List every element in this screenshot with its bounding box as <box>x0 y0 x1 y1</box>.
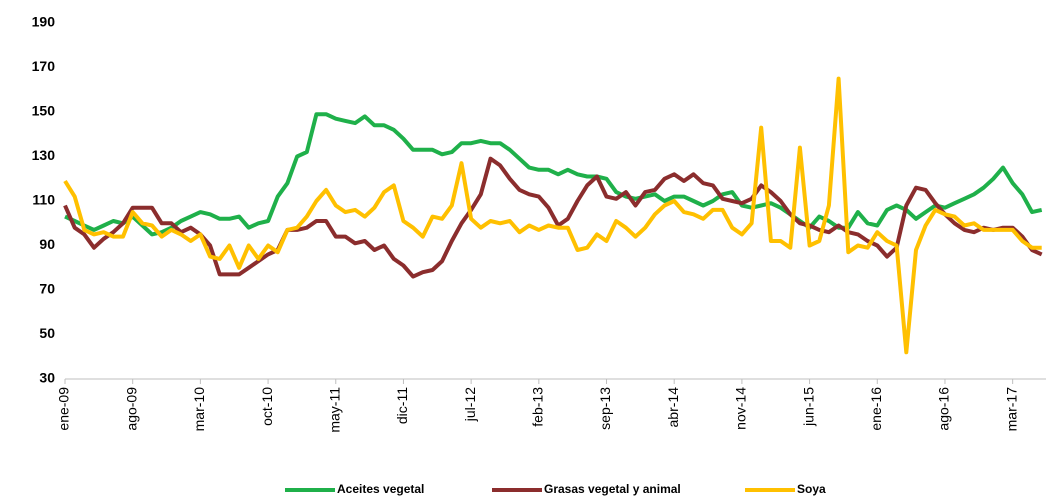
y-tick-label: 130 <box>32 147 56 163</box>
line-series <box>63 156 1043 279</box>
x-tick-label: ene-09 <box>56 387 72 431</box>
x-tick-label: jun-15 <box>800 387 816 427</box>
x-tick-label: ago-16 <box>936 387 952 431</box>
y-tick-label: 70 <box>39 281 55 297</box>
x-tick-label: oct-10 <box>259 387 275 426</box>
legend-label: Grasas vegetal y animal <box>544 482 681 496</box>
x-tick-label: nov-14 <box>733 387 749 430</box>
x-tick-label: mar-10 <box>191 387 207 432</box>
line-series <box>64 112 1043 237</box>
x-tick-label: ene-16 <box>868 387 884 431</box>
x-tick-label: feb-13 <box>530 387 546 427</box>
x-tick-label: jul-12 <box>462 387 478 422</box>
line-series <box>63 76 1042 355</box>
y-tick-label: 170 <box>32 58 56 74</box>
x-tick-label: mar-17 <box>1003 387 1019 432</box>
y-tick-label: 110 <box>32 192 55 208</box>
x-tick-label: ago-09 <box>123 387 139 431</box>
y-tick-label: 190 <box>32 14 56 30</box>
x-tick-label: abr-14 <box>665 387 681 428</box>
x-tick-label: may-11 <box>326 387 342 433</box>
legend-label: Soya <box>797 482 826 496</box>
y-tick-label: 90 <box>39 236 55 252</box>
legend-label: Aceites vegetal <box>337 482 424 496</box>
x-tick-label: dic-11 <box>394 387 410 424</box>
y-tick-label: 50 <box>39 325 55 341</box>
y-tick-label: 30 <box>39 370 55 386</box>
y-tick-label: 150 <box>32 103 56 119</box>
x-tick-label: sep-13 <box>597 387 613 430</box>
